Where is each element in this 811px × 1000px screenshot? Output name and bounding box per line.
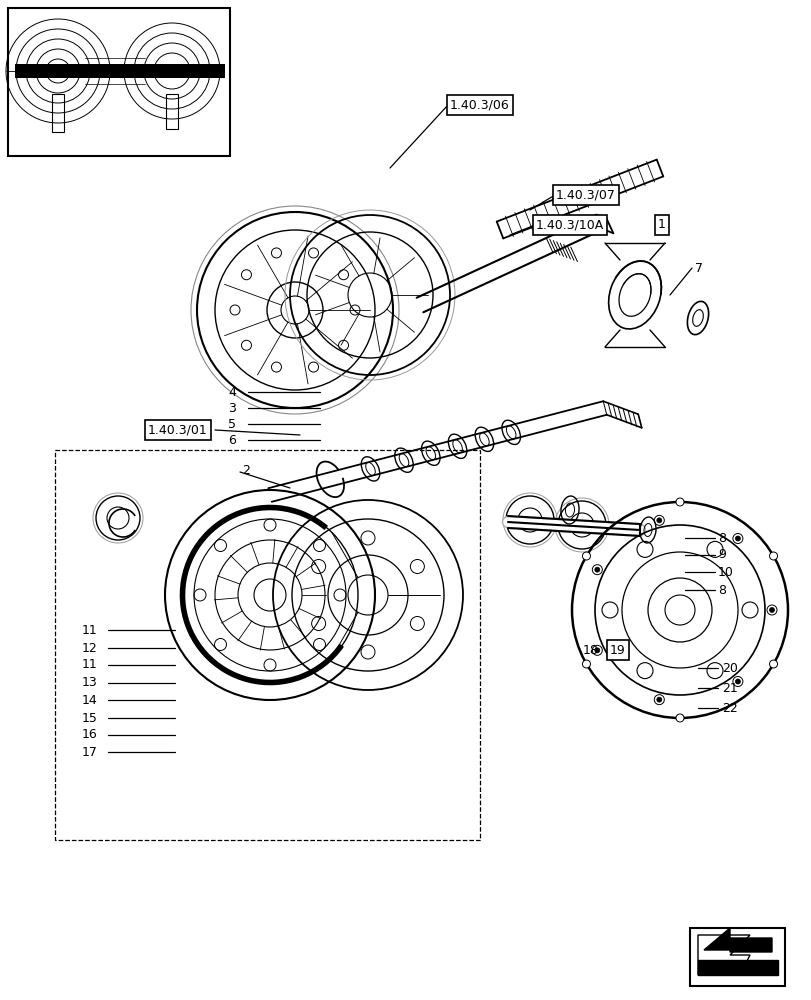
Bar (689, 928, 784, 986)
Circle shape (581, 660, 590, 668)
Text: 21: 21 (721, 682, 737, 694)
Text: 1.40.3/07: 1.40.3/07 (556, 188, 616, 202)
Text: 3: 3 (228, 401, 235, 414)
Circle shape (676, 498, 683, 506)
Text: 2: 2 (242, 464, 250, 477)
Text: 8: 8 (717, 584, 725, 596)
Circle shape (769, 660, 777, 668)
Circle shape (735, 679, 740, 684)
Bar (8, 8, 230, 156)
Circle shape (656, 518, 661, 523)
Circle shape (581, 552, 590, 560)
Bar (52, 94, 64, 132)
Text: 13: 13 (82, 676, 97, 690)
Text: 11: 11 (82, 658, 97, 672)
Circle shape (594, 567, 599, 572)
Circle shape (769, 552, 777, 560)
Circle shape (656, 697, 661, 702)
Text: 20: 20 (721, 662, 737, 674)
Text: 1.40.3/06: 1.40.3/06 (449, 99, 509, 112)
Text: 22: 22 (721, 702, 737, 714)
Bar (165, 94, 178, 129)
Circle shape (735, 536, 740, 541)
Bar (55, 450, 479, 840)
Polygon shape (697, 935, 749, 975)
Bar (15, 64, 225, 78)
Text: 1.40.3/01: 1.40.3/01 (148, 424, 208, 436)
Text: 11: 11 (82, 624, 97, 637)
Text: 1: 1 (657, 219, 665, 232)
Text: 12: 12 (82, 642, 97, 654)
Text: 8: 8 (717, 532, 725, 544)
Text: 15: 15 (82, 712, 98, 724)
Circle shape (676, 714, 683, 722)
Polygon shape (697, 960, 777, 975)
Text: 7: 7 (694, 261, 702, 274)
Text: 19: 19 (609, 644, 625, 656)
Text: 16: 16 (82, 728, 97, 742)
Text: 18: 18 (582, 644, 599, 656)
Text: 10: 10 (717, 566, 733, 578)
Text: 5: 5 (228, 418, 236, 430)
Text: 1.40.3/10A: 1.40.3/10A (535, 219, 603, 232)
Text: 9: 9 (717, 548, 725, 562)
Circle shape (769, 607, 774, 612)
Text: 4: 4 (228, 385, 235, 398)
Polygon shape (703, 928, 771, 952)
Text: 17: 17 (82, 746, 98, 758)
Text: 14: 14 (82, 694, 97, 706)
Circle shape (594, 648, 599, 653)
Text: 6: 6 (228, 434, 235, 446)
